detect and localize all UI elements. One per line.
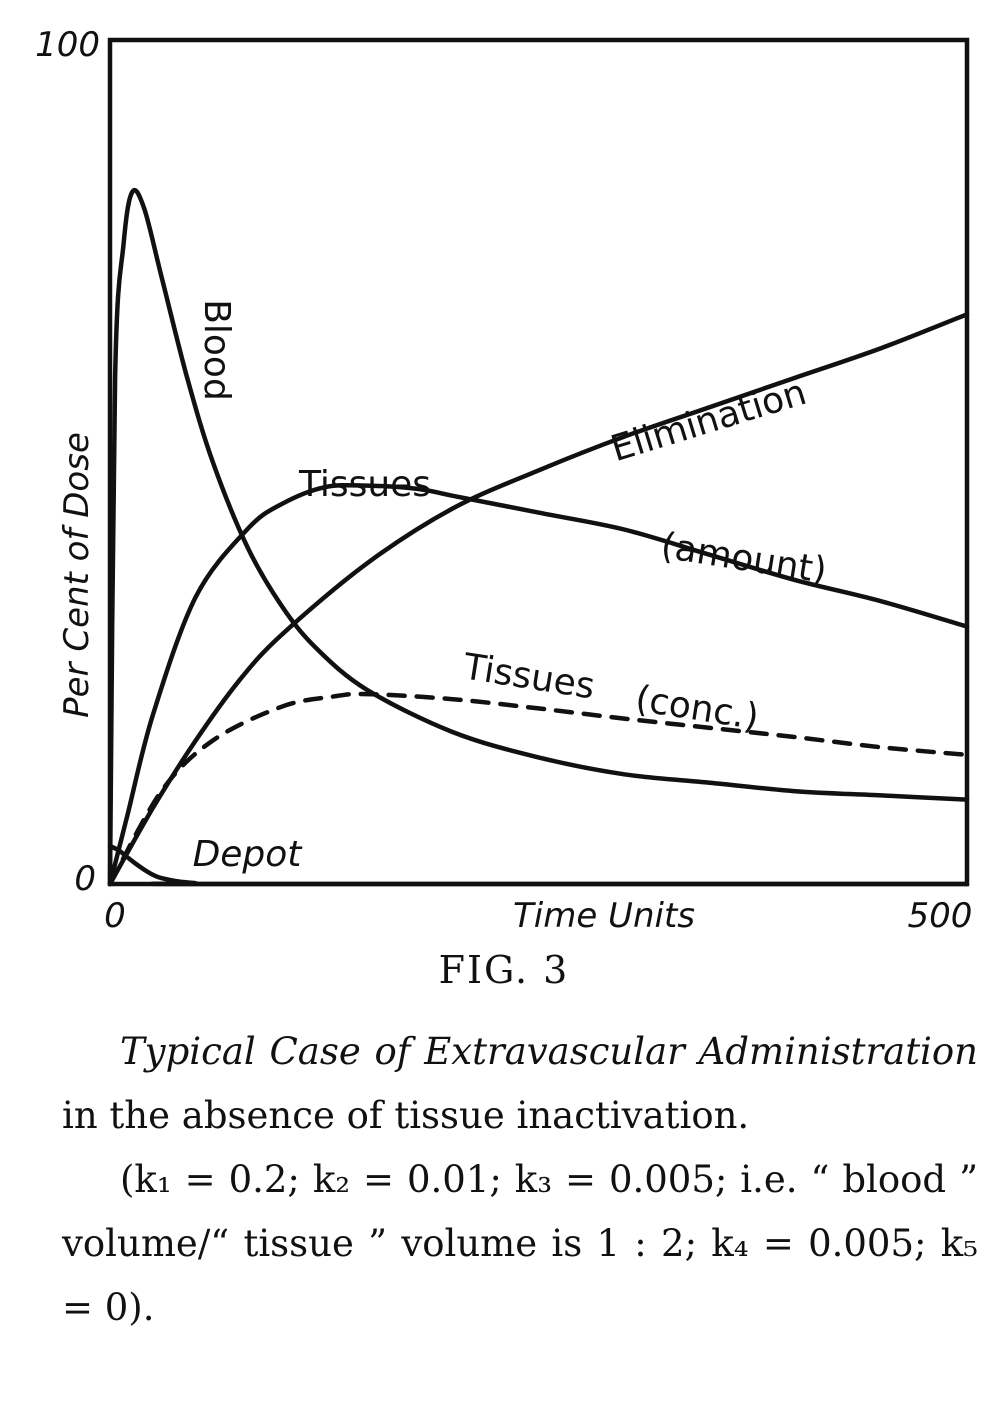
caption-text: in the absence of tissue inactivation. bbox=[62, 1094, 750, 1137]
elimination-curve-label: Elimination bbox=[606, 372, 811, 470]
tissues-conc-suffix-label: (conc.) bbox=[633, 678, 762, 738]
series-layer bbox=[107, 187, 970, 887]
x-tick-label-min: 0 bbox=[104, 896, 126, 936]
caption-parameters: (k₁ = 0.2; k₂ = 0.01; k₃ = 0.005; i.e. “… bbox=[62, 1158, 978, 1329]
tissues-amount-suffix-label: (amount) bbox=[658, 525, 829, 592]
tissues-amount-curve-label: Tissues bbox=[298, 464, 431, 505]
chart: 100 0 0 500 Time Units Per Cent of Dose … bbox=[35, 25, 973, 936]
y-tick-label-max: 100 bbox=[35, 25, 100, 65]
depot-curve-label: Depot bbox=[193, 834, 304, 875]
figure-caption: Typical Case of Extravascular Administra… bbox=[62, 1020, 978, 1340]
series-line-tissues-amount bbox=[107, 482, 970, 887]
series-line-tissues-conc bbox=[107, 691, 970, 887]
series-line-elimination bbox=[107, 312, 970, 887]
series-line-blood bbox=[107, 187, 970, 887]
x-tick-label-max: 500 bbox=[908, 896, 973, 936]
x-axis-title: Time Units bbox=[513, 896, 695, 936]
caption-title: Typical Case of Extravascular Administra… bbox=[120, 1030, 978, 1073]
series-line-depot bbox=[107, 843, 970, 887]
y-axis-title: Per Cent of Dose bbox=[57, 432, 97, 718]
figure-number: FIG. 3 bbox=[438, 948, 570, 992]
blood-curve-label: Blood bbox=[196, 299, 237, 401]
y-tick-label-min: 0 bbox=[74, 859, 96, 899]
caption-paragraph: Typical Case of Extravascular Administra… bbox=[62, 1020, 978, 1148]
tissues-conc-curve-label: Tissues bbox=[460, 646, 598, 707]
